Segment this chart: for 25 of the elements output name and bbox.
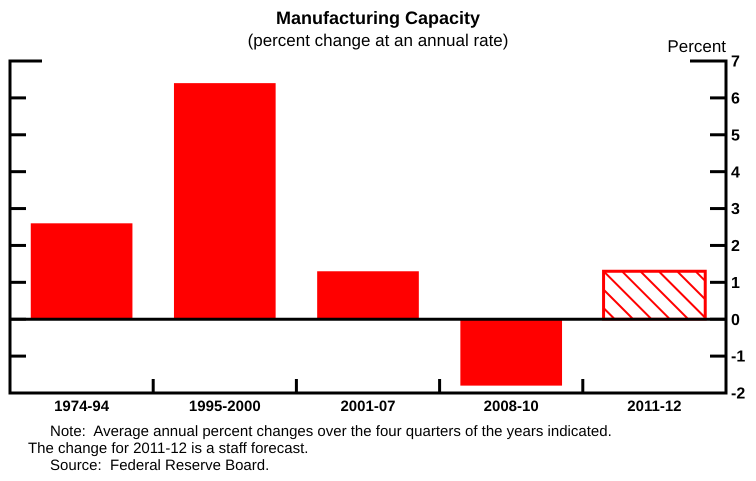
bar <box>317 271 419 320</box>
x-tick-label: 2008-10 <box>484 398 539 415</box>
y-tick-label: 3 <box>731 201 740 218</box>
y-axis-title: Percent <box>667 37 726 56</box>
y-tick-label: -1 <box>731 348 746 366</box>
bar <box>460 319 562 386</box>
y-tick-label: 1 <box>731 274 740 292</box>
y-tick-label: 4 <box>731 164 740 182</box>
chart-subtitle: (percent change at an annual rate) <box>248 31 508 50</box>
source-note: Source: Federal Reserve Board. <box>50 457 270 474</box>
x-tick-label: 2001-07 <box>340 398 396 415</box>
x-tick-label: 1974-94 <box>54 398 110 415</box>
x-tick-label: 1995-2000 <box>188 398 261 415</box>
text: Note: Average annual percent changes over the four quarters of the years indicated. <box>50 423 612 440</box>
bar <box>174 83 276 320</box>
text: The change for 2011-12 is a staff forecast. <box>28 440 308 457</box>
y-tick-label: 2 <box>731 238 740 256</box>
x-tick-label: 2011-12 <box>627 398 682 415</box>
y-tick-label: 0 <box>731 312 740 329</box>
bar <box>30 223 132 320</box>
y-tick-label: 5 <box>731 127 740 144</box>
y-tick-label: 7 <box>731 54 740 71</box>
y-tick-label: -2 <box>731 386 746 403</box>
y-tick-label: 6 <box>731 90 740 108</box>
chart-title: Manufacturing Capacity <box>276 8 480 28</box>
